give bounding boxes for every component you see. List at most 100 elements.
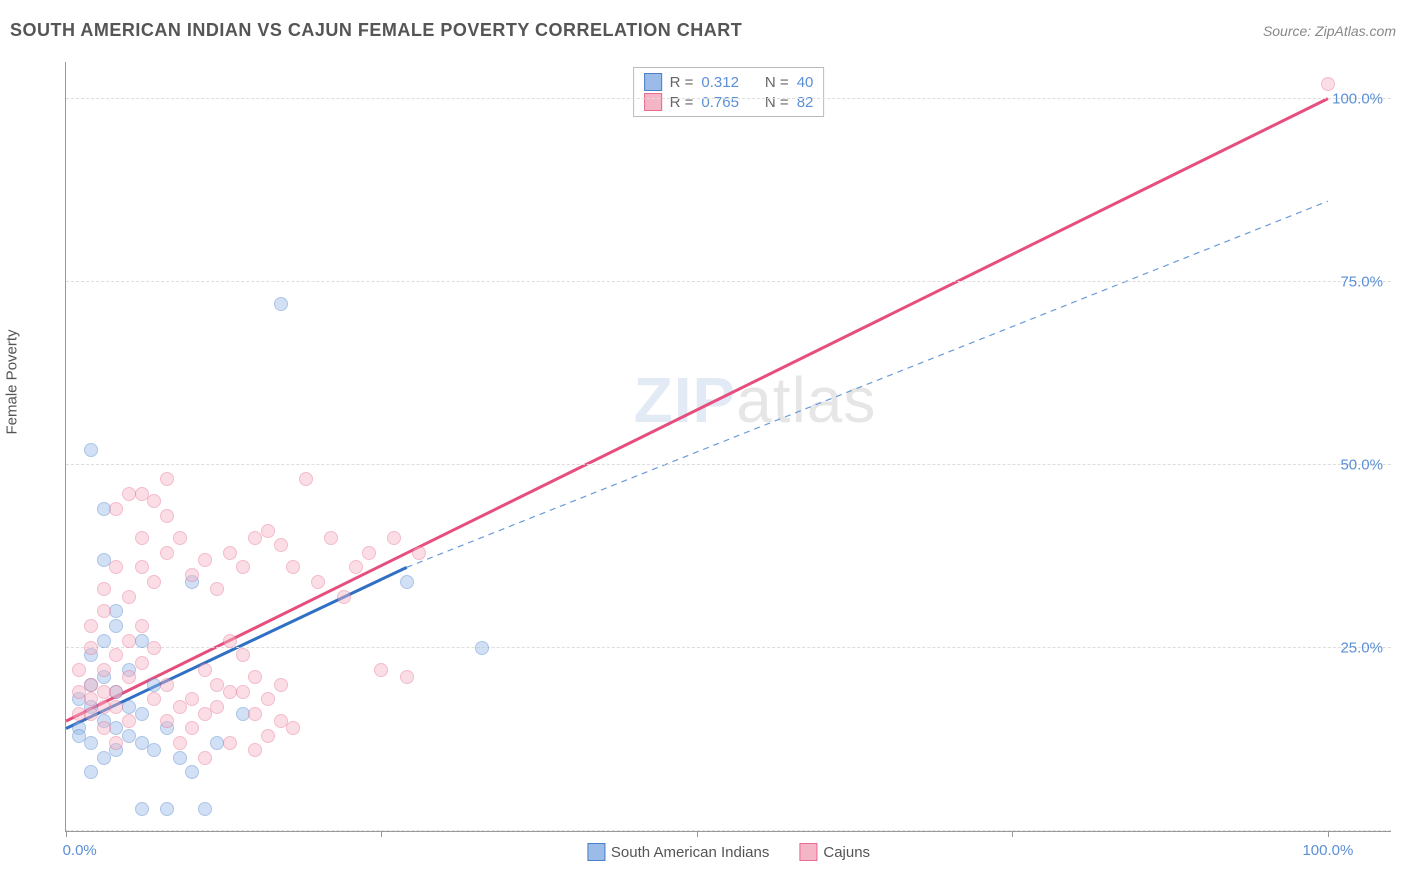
data-point-cajun	[122, 634, 136, 648]
data-point-sai	[97, 751, 111, 765]
data-point-cajun	[185, 721, 199, 735]
data-point-cajun	[198, 553, 212, 567]
r-value-sai: 0.312	[701, 74, 739, 91]
y-tick-label: 100.0%	[1332, 90, 1383, 107]
correlation-legend: R = 0.312 N = 40 R = 0.765 N = 82	[633, 67, 825, 117]
data-point-cajun	[97, 663, 111, 677]
x-tick	[697, 831, 698, 837]
data-point-cajun	[122, 714, 136, 728]
data-point-cajun	[337, 590, 351, 604]
data-point-cajun	[135, 619, 149, 633]
data-point-cajun	[122, 590, 136, 604]
gridline	[66, 281, 1391, 282]
data-point-cajun	[324, 531, 338, 545]
trend-lines-layer	[66, 62, 1391, 831]
n-value-cajun: 82	[797, 94, 814, 111]
source-prefix: Source:	[1263, 23, 1315, 39]
gridline	[66, 647, 1391, 648]
data-point-sai	[135, 802, 149, 816]
data-point-cajun	[147, 641, 161, 655]
r-label-sai: R =	[670, 74, 694, 91]
series-legend: South American Indians Cajuns	[587, 843, 870, 861]
data-point-sai	[475, 641, 489, 655]
data-point-sai	[122, 700, 136, 714]
data-point-cajun	[274, 678, 288, 692]
data-point-cajun	[135, 656, 149, 670]
data-point-cajun	[185, 692, 199, 706]
gridline	[66, 830, 1391, 831]
x-tick	[381, 831, 382, 837]
data-point-cajun	[387, 531, 401, 545]
data-point-sai	[135, 736, 149, 750]
data-point-cajun	[109, 685, 123, 699]
data-point-sai	[109, 604, 123, 618]
n-label-cajun: N =	[765, 94, 789, 111]
data-point-cajun	[160, 714, 174, 728]
n-label-sai: N =	[765, 74, 789, 91]
data-point-cajun	[412, 546, 426, 560]
data-point-sai	[274, 297, 288, 311]
r-value-cajun: 0.765	[701, 94, 739, 111]
data-point-cajun	[400, 670, 414, 684]
data-point-cajun	[97, 582, 111, 596]
legend-label-cajun: Cajuns	[823, 844, 870, 861]
data-point-cajun	[109, 700, 123, 714]
x-tick	[66, 831, 67, 837]
swatch-sai	[644, 73, 662, 91]
data-point-sai	[97, 634, 111, 648]
data-point-cajun	[109, 736, 123, 750]
data-point-cajun	[1321, 77, 1335, 91]
data-point-cajun	[122, 487, 136, 501]
data-point-cajun	[261, 524, 275, 538]
data-point-cajun	[160, 546, 174, 560]
data-point-cajun	[173, 531, 187, 545]
data-point-sai	[173, 751, 187, 765]
data-point-cajun	[122, 670, 136, 684]
y-tick-label: 75.0%	[1340, 273, 1383, 290]
data-point-cajun	[261, 729, 275, 743]
data-point-sai	[135, 707, 149, 721]
data-point-cajun	[72, 685, 86, 699]
data-point-cajun	[173, 736, 187, 750]
data-point-sai	[147, 743, 161, 757]
trend-line	[66, 99, 1328, 722]
legend-item-cajun: Cajuns	[799, 843, 870, 861]
data-point-cajun	[147, 575, 161, 589]
chart-title: SOUTH AMERICAN INDIAN VS CAJUN FEMALE PO…	[10, 20, 742, 41]
data-point-cajun	[185, 568, 199, 582]
data-point-cajun	[236, 560, 250, 574]
legend-swatch-cajun	[799, 843, 817, 861]
data-point-cajun	[147, 692, 161, 706]
swatch-cajun	[644, 93, 662, 111]
data-point-cajun	[299, 472, 313, 486]
trend-line	[407, 201, 1328, 567]
data-point-cajun	[248, 531, 262, 545]
data-point-cajun	[223, 634, 237, 648]
data-point-cajun	[72, 663, 86, 677]
legend-item-sai: South American Indians	[587, 843, 769, 861]
gridline	[66, 464, 1391, 465]
chart-container: Female Poverty ZIPatlas R = 0.312 N = 40…	[20, 50, 1396, 882]
data-point-cajun	[109, 648, 123, 662]
data-point-sai	[84, 443, 98, 457]
data-point-cajun	[160, 509, 174, 523]
data-point-cajun	[374, 663, 388, 677]
data-point-cajun	[97, 721, 111, 735]
data-point-cajun	[109, 560, 123, 574]
x-tick-label: 100.0%	[1302, 842, 1353, 859]
data-point-cajun	[147, 494, 161, 508]
data-point-cajun	[236, 648, 250, 662]
r-label-cajun: R =	[670, 94, 694, 111]
data-point-cajun	[286, 721, 300, 735]
data-point-cajun	[223, 736, 237, 750]
data-point-cajun	[349, 560, 363, 574]
data-point-cajun	[236, 685, 250, 699]
data-point-cajun	[84, 619, 98, 633]
data-point-sai	[84, 736, 98, 750]
data-point-cajun	[160, 472, 174, 486]
data-point-sai	[72, 729, 86, 743]
legend-swatch-sai	[587, 843, 605, 861]
data-point-sai	[160, 802, 174, 816]
data-point-sai	[84, 765, 98, 779]
data-point-cajun	[311, 575, 325, 589]
